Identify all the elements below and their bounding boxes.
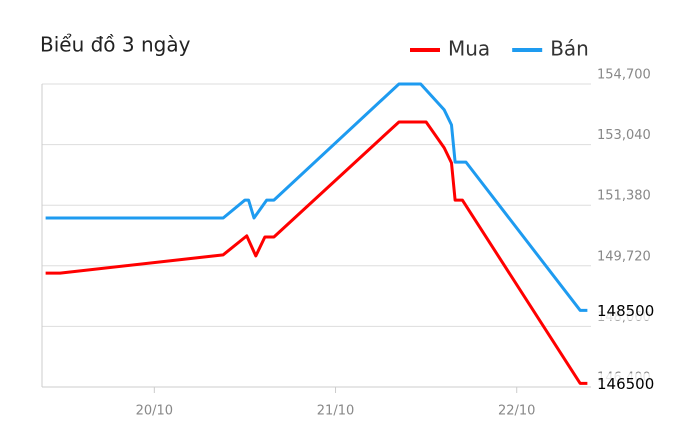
x-tick-label: 22/10	[498, 404, 535, 419]
y-tick-label: 151,380	[597, 189, 651, 204]
value-label: 148500	[597, 302, 654, 320]
series-line	[45, 120, 588, 385]
chart-title: Biểu đồ 3 ngày	[40, 33, 191, 57]
legend-label: Bán	[550, 37, 589, 61]
y-tick-label: 154,700	[597, 68, 651, 83]
y-tick-label: 149,720	[597, 249, 651, 264]
series-line	[45, 82, 588, 312]
x-tick-label: 20/10	[136, 404, 173, 419]
value-label-bg	[596, 373, 666, 394]
value-label: 146500	[597, 375, 654, 393]
legend-label: Mua	[448, 37, 490, 61]
y-tick-label: 153,040	[597, 128, 651, 143]
value-label-bg	[596, 300, 666, 321]
x-tick-label: 21/10	[317, 404, 354, 419]
